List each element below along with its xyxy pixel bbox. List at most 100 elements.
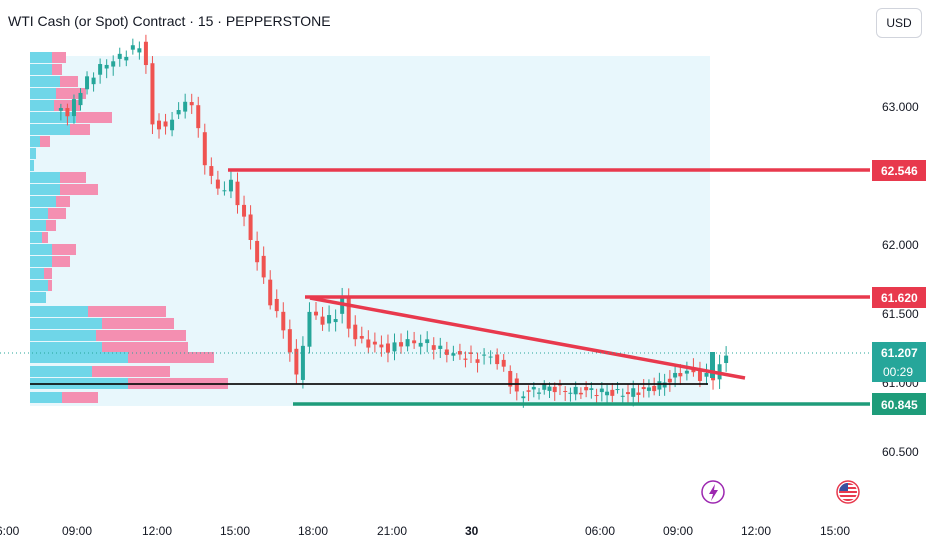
candle-body — [425, 339, 430, 344]
price-label-current-bg — [872, 342, 926, 382]
volume-bar-up — [30, 124, 70, 135]
volume-bar-down — [92, 366, 170, 377]
candle-body — [170, 119, 175, 131]
candle-body — [353, 324, 358, 340]
y-tick-63: 63.000 — [882, 100, 919, 114]
candle-body — [641, 387, 646, 390]
candle-body — [176, 110, 181, 115]
price-label-60845: 60.845 — [881, 398, 918, 412]
candle-body — [385, 343, 390, 353]
candle-body — [552, 386, 557, 393]
candle-body — [248, 214, 253, 240]
candle-body — [501, 359, 506, 367]
candle-body — [584, 387, 589, 391]
candle-body — [157, 120, 161, 130]
candle-body — [124, 56, 129, 61]
volume-bar-down — [52, 244, 76, 255]
candle-body — [697, 371, 702, 381]
currency-button[interactable]: USD — [876, 8, 922, 38]
candle-body — [578, 392, 583, 395]
candle-body — [58, 108, 63, 111]
candle-body — [268, 279, 273, 306]
candle-body — [163, 121, 168, 127]
candle-body — [307, 311, 312, 347]
x-tick-0600-prev: 6:00 — [0, 524, 20, 538]
volume-bar-up — [30, 76, 60, 87]
volume-bar-down — [46, 220, 56, 231]
candle-body — [704, 373, 709, 377]
candle-body — [98, 64, 103, 75]
candle-body — [451, 353, 456, 356]
candle-body — [405, 339, 410, 347]
volume-bar-up — [30, 52, 52, 63]
volume-bar-up — [30, 280, 48, 291]
volume-bar-up — [30, 256, 52, 267]
candle-body — [431, 345, 436, 350]
candle-body — [636, 392, 641, 395]
volume-bar-down — [62, 392, 98, 403]
candle-body — [615, 389, 620, 391]
candle-body — [104, 64, 109, 69]
volume-bar-down — [76, 112, 112, 123]
volume-bar-up — [30, 392, 62, 403]
volume-bar-up — [30, 196, 56, 207]
volume-bar-down — [60, 184, 98, 195]
candle-body — [143, 41, 148, 66]
breakout-candle — [710, 352, 715, 378]
candle-body — [463, 358, 468, 360]
volume-bar-down — [44, 268, 52, 279]
x-tick-1500-prev: 15:00 — [220, 524, 250, 538]
x-tick-0900-prev: 09:00 — [62, 524, 92, 538]
candle-body — [646, 387, 651, 391]
volume-bar-down — [60, 76, 78, 87]
candle-body — [274, 298, 279, 312]
descending-trendline[interactable] — [309, 296, 746, 380]
volume-bar-down — [102, 318, 174, 329]
candle-body — [242, 204, 247, 217]
candle-body — [662, 382, 667, 388]
y-tick-62: 62.000 — [882, 238, 919, 252]
price-label-62546: 62.546 — [881, 164, 918, 178]
volume-bar-down — [70, 124, 90, 135]
candle-body — [379, 344, 384, 348]
us-flag-icon[interactable] — [836, 480, 860, 504]
candle-body — [438, 345, 443, 349]
candle-body — [610, 389, 615, 396]
candle-body — [222, 190, 227, 192]
volume-bar-up — [30, 306, 88, 317]
volume-bar-up — [30, 352, 128, 363]
candle-body — [521, 396, 526, 399]
price-label-current: 61.207 — [881, 346, 918, 360]
candle-body — [314, 311, 318, 316]
candle-body — [444, 349, 449, 355]
volume-bar-up — [30, 112, 76, 123]
y-tick-605: 60.500 — [882, 445, 919, 459]
candle-body — [372, 341, 377, 345]
candle-body — [235, 181, 240, 206]
volume-bar-down — [52, 52, 66, 63]
volume-bar-down — [88, 306, 166, 317]
candle-body — [78, 92, 83, 106]
x-tick-1800: 18:00 — [298, 524, 328, 538]
candle-body — [333, 319, 338, 323]
candle-body — [202, 132, 207, 166]
volume-bar-up — [30, 232, 42, 243]
candle-body — [300, 345, 305, 380]
candle-body — [346, 297, 351, 329]
candle-body — [475, 359, 480, 363]
volume-bar-down — [48, 208, 66, 219]
candle-body — [537, 392, 542, 394]
x-tick-1200: 12:00 — [741, 524, 771, 538]
candle-body — [457, 351, 462, 355]
volume-bar-up — [30, 184, 60, 195]
candle-body — [495, 354, 500, 365]
x-tick-1500: 15:00 — [820, 524, 850, 538]
candle-body — [399, 342, 404, 347]
candle-body — [327, 315, 332, 324]
lightning-icon[interactable] — [701, 480, 725, 504]
volume-bar-up — [30, 220, 46, 231]
volume-bar-up — [30, 208, 48, 219]
volume-bar-up — [30, 160, 34, 171]
candle-body — [482, 354, 487, 356]
